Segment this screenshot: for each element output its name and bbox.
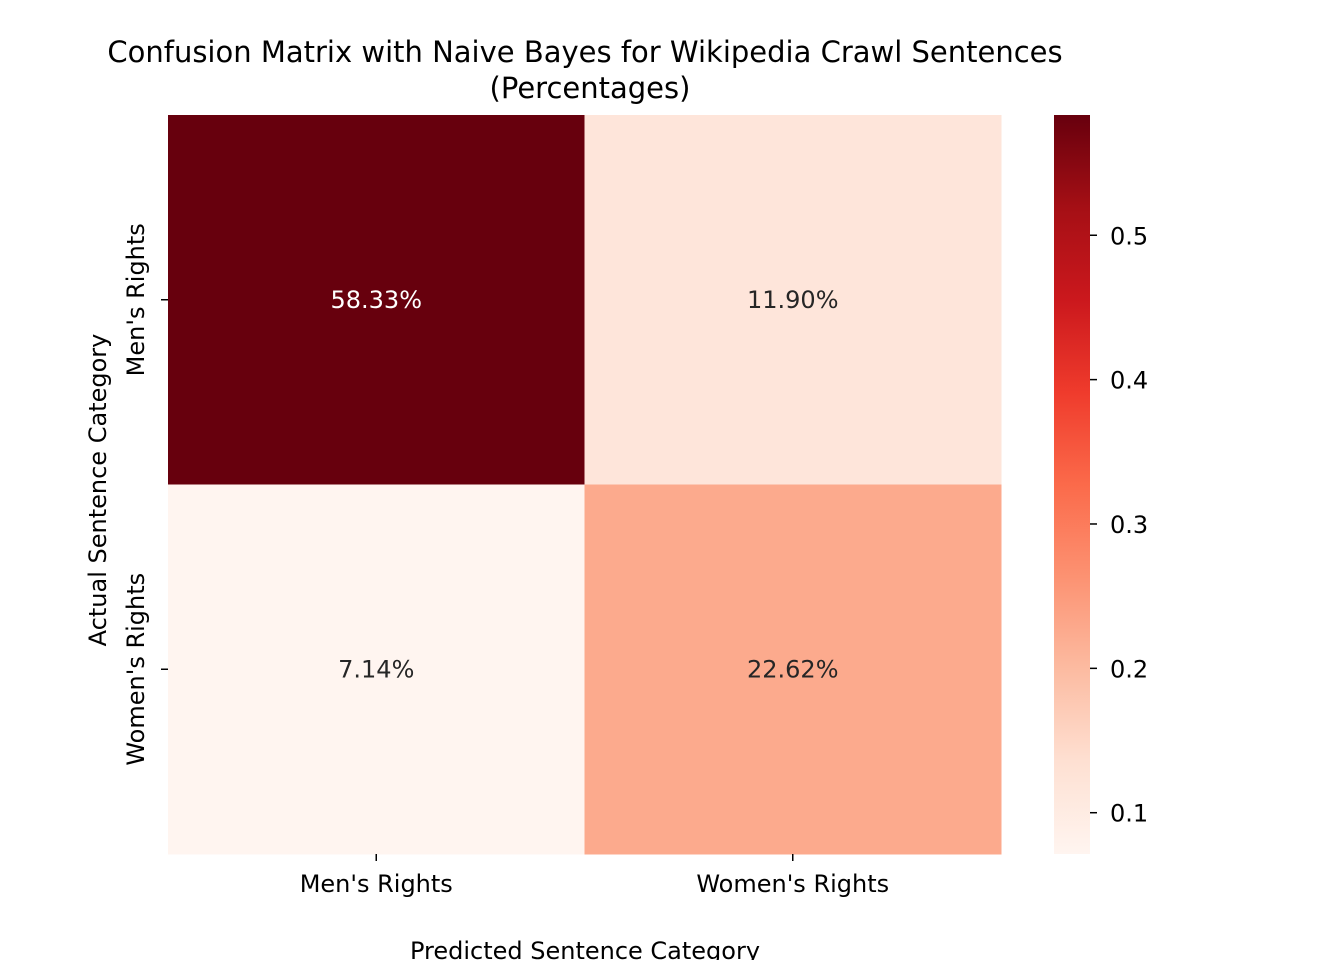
cell-label-r1-c1: 22.62% — [747, 655, 839, 683]
colorbar-ticks: 0.1 0.2 0.3 0.4 0.5 — [1090, 222, 1148, 828]
x-tick-label-0: Men's Rights — [300, 870, 453, 898]
x-tick-label-1: Women's Rights — [696, 870, 889, 898]
heatmap-cell-r0-c1 — [584, 115, 1002, 485]
heatmap-cell-labels: 58.33% 11.90% 7.14% 22.62% — [330, 286, 838, 684]
chart-title-line1: Confusion Matrix with Naive Bayes for Wi… — [107, 35, 1062, 69]
colorbar-tick-label-3: 0.4 — [1110, 367, 1148, 395]
heatmap-cell-r0-c0 — [168, 115, 585, 485]
x-axis: Men's Rights Women's Rights — [300, 854, 889, 898]
y-axis: Men's Rights Women's Rights — [122, 223, 168, 766]
heatmap-cell-r1-c1 — [584, 484, 1002, 855]
colorbar-tick-label-0: 0.1 — [1110, 800, 1148, 828]
colorbar-tick-label-4: 0.5 — [1110, 222, 1148, 250]
y-tick-label-0: Men's Rights — [122, 223, 150, 376]
heatmap-cells — [168, 115, 1002, 855]
cell-label-r0-c1: 11.90% — [747, 286, 839, 314]
colorbar-tick-label-1: 0.2 — [1110, 655, 1148, 683]
colorbar — [1054, 115, 1090, 854]
x-axis-label: Predicted Sentence Category — [410, 937, 760, 960]
colorbar-tick-label-2: 0.3 — [1110, 511, 1148, 539]
heatmap-cell-r1-c0 — [168, 484, 585, 855]
cell-label-r0-c0: 58.33% — [330, 286, 422, 314]
y-tick-label-1: Women's Rights — [122, 573, 150, 766]
y-axis-label: Actual Sentence Category — [84, 334, 112, 647]
chart-title-line2: (Percentages) — [490, 71, 691, 105]
cell-label-r1-c0: 7.14% — [338, 655, 414, 683]
